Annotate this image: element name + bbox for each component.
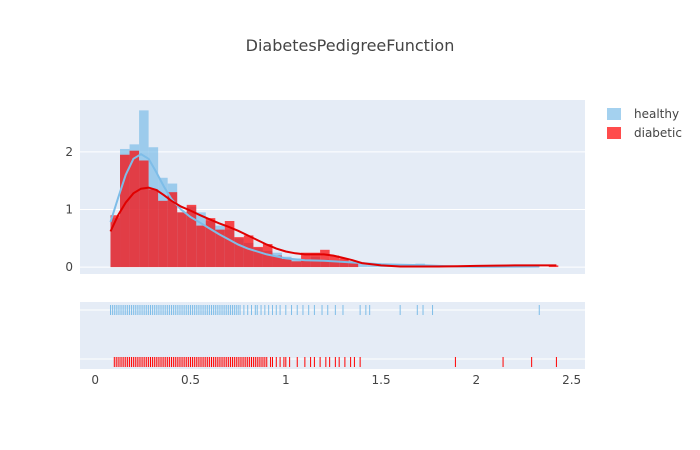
x-tick-label: 1.5 (372, 373, 391, 387)
legend-label: diabetic (634, 126, 682, 140)
legend: healthy diabetic (607, 107, 682, 140)
chart-title: DiabetesPedigreeFunction (246, 36, 455, 55)
x-tick-label: 0.5 (181, 373, 200, 387)
y-tick-label: 1 (65, 202, 73, 216)
diabetic-bar (129, 150, 140, 268)
diabetic-kde-line (109, 186, 557, 268)
diabetic-bar (177, 212, 187, 268)
legend-swatch (607, 127, 621, 139)
diabetic-bar (110, 215, 121, 268)
diabetic-bar (215, 229, 225, 268)
diabetic-bar (224, 220, 235, 268)
diabetic-bar (158, 200, 168, 268)
y-axis-ticks: 0 1 2 (65, 145, 73, 274)
x-tick-label: 2 (473, 373, 481, 387)
diabetic-bar (139, 160, 149, 268)
rug-plot-area: 0 0.5 1 1.5 2 2.5 (80, 302, 585, 387)
healthy-bar (367, 264, 378, 268)
legend-item-diabetic[interactable]: diabetic (607, 126, 682, 140)
diabetic-bar (282, 259, 292, 268)
diabetic-bar (186, 204, 197, 268)
diabetic-bar (320, 249, 330, 268)
diabetic-bar (253, 246, 263, 268)
legend-label: healthy (634, 107, 679, 121)
legend-swatch (607, 108, 621, 120)
x-tick-label: 2.5 (562, 373, 581, 387)
diabetic-bar (167, 192, 178, 268)
diabetic-bar (196, 225, 206, 268)
rug-marks (109, 305, 557, 367)
diabetic-bar (120, 154, 130, 268)
diabetic-bar (243, 235, 254, 268)
healthy-bar (358, 263, 368, 268)
diabetic-bar (148, 189, 159, 268)
diabetic-bar (291, 261, 302, 268)
diabetic-bar (348, 261, 359, 268)
diabetic-bar (234, 237, 244, 268)
y-tick-label: 0 (65, 260, 73, 274)
x-tick-label: 0 (91, 373, 99, 387)
kde-curves (109, 153, 557, 268)
x-axis-ticks: 0 0.5 1 1.5 2 2.5 (91, 373, 581, 387)
diabetic-bar (205, 218, 216, 268)
y-tick-label: 2 (65, 145, 73, 159)
diabetic-bar (272, 255, 282, 268)
main-plot-area: 0 1 2 (65, 100, 585, 274)
x-tick-label: 1 (282, 373, 290, 387)
legend-item-healthy[interactable]: healthy (607, 107, 679, 121)
histogram-bars (110, 110, 559, 268)
